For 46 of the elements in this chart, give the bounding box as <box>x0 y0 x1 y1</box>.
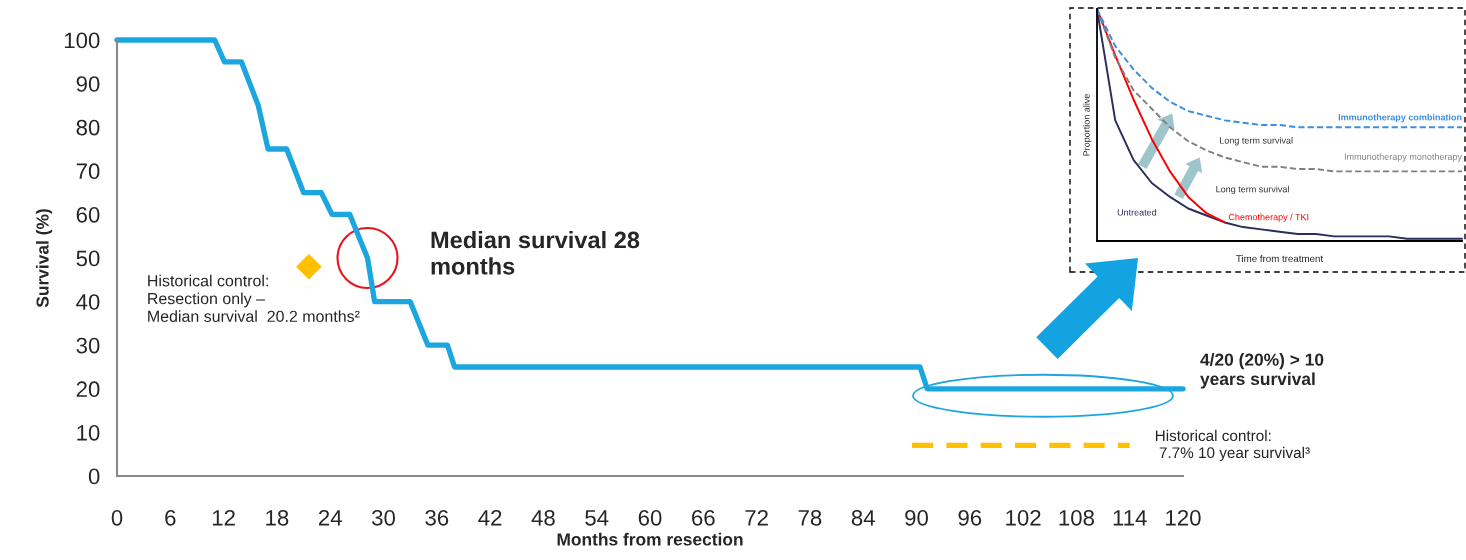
annotation: Median survival 28 months <box>431 231 640 275</box>
annotation: 4/20 (20%) > 10 years survival <box>1200 353 1324 389</box>
x-tick-label: 18 <box>266 509 289 526</box>
y-tick-label: 30 <box>76 337 100 354</box>
y-axis-title: Survival (%) <box>35 209 53 308</box>
x-tick-label: 48 <box>531 509 555 526</box>
x-tick-label: 42 <box>478 509 502 526</box>
y-tick-label: 0 <box>88 468 100 485</box>
x-tick-label: 78 <box>798 509 822 526</box>
y-tick-label: 40 <box>76 294 100 310</box>
x-tick-label: 102 <box>1006 509 1041 526</box>
x-tick-label: 0 <box>111 509 123 526</box>
x-tick-label: 120 <box>1166 509 1201 526</box>
x-axis-title: Time from treatment <box>1236 254 1324 263</box>
annotation: Long term survival <box>1220 137 1293 146</box>
x-tick-label: 90 <box>905 509 928 526</box>
series-label: Untreated <box>1117 208 1157 216</box>
series-label: Immunotherapy combination <box>1338 113 1462 123</box>
x-tick-label: 6 <box>165 509 176 526</box>
x-tick-label: 96 <box>958 509 982 526</box>
y-tick-label: 70 <box>76 163 100 180</box>
y-axis-title: Proportion alive <box>1083 94 1092 156</box>
y-tick-label: 20 <box>76 381 100 398</box>
x-tick-label: 72 <box>745 509 768 526</box>
series-label: Chemotherapy / TKI <box>1228 213 1309 223</box>
x-tick-label: 60 <box>638 509 662 526</box>
y-tick-label: 60 <box>76 206 100 223</box>
x-tick-label: 12 <box>212 509 235 526</box>
x-tick-label: 54 <box>585 510 609 526</box>
x-axis-title: Months from resection <box>557 532 743 546</box>
y-tick-label: 90 <box>76 76 100 92</box>
x-tick-label: 84 <box>851 509 875 526</box>
y-tick-label: 80 <box>76 119 100 136</box>
annotation: Long term survival <box>1216 185 1289 195</box>
annotation: Historical control: Resection only – Median survival 20.2 months² <box>148 274 360 323</box>
x-tick-label: 108 <box>1059 509 1094 526</box>
y-tick-label: 50 <box>76 250 100 267</box>
series-label: Immunotherapy monotherapy <box>1344 153 1462 162</box>
y-tick-label: 100 <box>64 32 100 49</box>
annotation: Historical control: 7.7% 10 year survival³ <box>1155 429 1310 462</box>
x-tick-label: 24 <box>318 509 342 526</box>
x-tick-label: 66 <box>692 509 715 526</box>
x-tick-label: 36 <box>425 509 449 526</box>
x-tick-label: 114 <box>1113 510 1147 526</box>
x-tick-label: 30 <box>371 509 395 526</box>
y-tick-label: 10 <box>77 424 100 441</box>
